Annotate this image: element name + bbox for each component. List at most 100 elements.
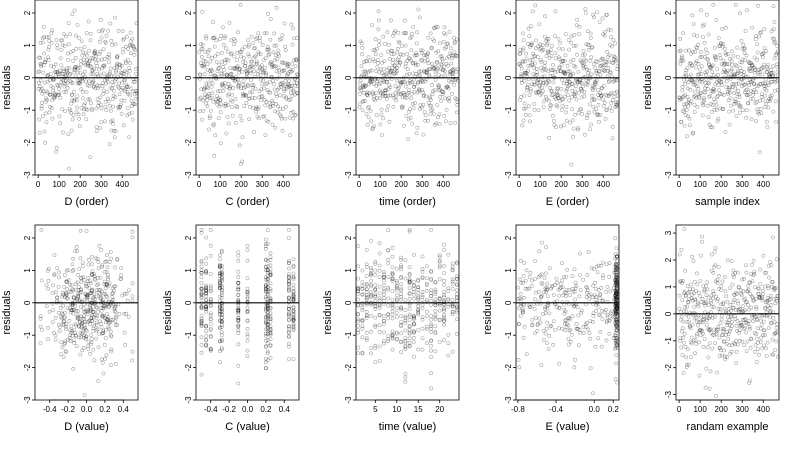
data-point bbox=[223, 101, 228, 106]
data-point bbox=[549, 48, 553, 53]
data-point bbox=[393, 71, 397, 76]
data-point bbox=[59, 63, 64, 68]
data-point bbox=[120, 293, 125, 298]
data-point bbox=[432, 26, 437, 30]
data-point bbox=[80, 260, 85, 265]
data-point bbox=[276, 52, 280, 56]
data-point bbox=[578, 78, 582, 82]
data-point bbox=[755, 50, 760, 55]
data-point bbox=[383, 91, 388, 95]
data-point bbox=[586, 327, 590, 332]
data-point bbox=[430, 107, 435, 112]
data-point bbox=[110, 295, 115, 300]
data-point bbox=[50, 320, 55, 325]
data-point bbox=[39, 88, 43, 93]
data-point bbox=[46, 55, 51, 60]
data-point bbox=[78, 71, 83, 75]
data-point bbox=[692, 80, 697, 85]
data-point bbox=[76, 78, 80, 83]
data-point bbox=[547, 136, 552, 140]
data-point bbox=[107, 260, 112, 264]
data-point bbox=[245, 338, 250, 343]
data-point bbox=[77, 66, 82, 70]
data-point bbox=[264, 307, 268, 311]
data-point bbox=[729, 68, 734, 73]
data-point bbox=[216, 99, 220, 104]
data-point bbox=[82, 317, 86, 321]
data-point bbox=[124, 45, 128, 49]
data-point bbox=[408, 36, 413, 41]
data-point bbox=[442, 64, 446, 69]
data-point bbox=[220, 82, 225, 87]
data-point bbox=[432, 39, 437, 43]
data-point bbox=[73, 249, 78, 254]
data-point bbox=[98, 288, 103, 292]
data-point bbox=[685, 134, 689, 139]
data-point bbox=[103, 305, 108, 310]
data-point bbox=[225, 73, 230, 78]
data-point bbox=[43, 60, 47, 64]
data-point bbox=[210, 36, 215, 41]
x-tick-label: 0.2 bbox=[99, 405, 111, 414]
data-point bbox=[292, 113, 297, 118]
data-point bbox=[376, 58, 380, 62]
data-point bbox=[516, 285, 521, 290]
data-point bbox=[70, 262, 75, 267]
data-point bbox=[609, 91, 614, 96]
data-point bbox=[208, 317, 213, 322]
data-point bbox=[88, 291, 93, 295]
data-point bbox=[55, 295, 60, 300]
data-point bbox=[524, 56, 529, 61]
data-point bbox=[81, 346, 86, 350]
data-point bbox=[219, 313, 224, 317]
data-point bbox=[775, 65, 780, 70]
data-point bbox=[40, 327, 44, 332]
data-point bbox=[709, 89, 714, 93]
y-tick-label: 0 bbox=[504, 300, 513, 305]
data-point bbox=[94, 322, 99, 327]
data-point bbox=[78, 331, 83, 335]
data-point bbox=[455, 54, 459, 58]
data-point bbox=[61, 290, 65, 295]
data-point bbox=[96, 309, 101, 314]
data-point bbox=[245, 290, 250, 294]
data-point bbox=[560, 278, 564, 283]
data-point bbox=[692, 110, 697, 114]
data-point bbox=[213, 73, 217, 78]
data-point bbox=[203, 85, 207, 90]
data-point bbox=[102, 270, 107, 274]
data-point bbox=[111, 298, 116, 302]
data-point bbox=[209, 95, 214, 100]
data-point bbox=[64, 322, 69, 326]
y-tick-label: -1 bbox=[504, 106, 513, 114]
data-point bbox=[268, 90, 273, 95]
data-point bbox=[748, 280, 753, 285]
data-point bbox=[543, 94, 548, 99]
data-point bbox=[105, 55, 110, 59]
data-point bbox=[369, 238, 373, 243]
data-point bbox=[686, 103, 691, 108]
data-point bbox=[106, 315, 111, 320]
data-point bbox=[356, 351, 360, 356]
x-tick-label: 100 bbox=[693, 180, 707, 189]
data-point bbox=[201, 87, 206, 92]
data-point bbox=[50, 116, 55, 121]
data-point bbox=[422, 110, 427, 114]
data-point bbox=[98, 95, 103, 100]
data-point bbox=[125, 34, 129, 39]
data-point bbox=[748, 89, 753, 93]
data-point bbox=[291, 297, 296, 301]
data-point bbox=[450, 264, 455, 269]
data-point bbox=[537, 88, 542, 93]
y-tick-label: -3 bbox=[504, 396, 513, 404]
data-point bbox=[287, 272, 291, 277]
data-point bbox=[614, 104, 619, 109]
data-point bbox=[377, 251, 382, 256]
data-point bbox=[416, 80, 420, 85]
data-point bbox=[604, 92, 608, 97]
data-point bbox=[685, 284, 690, 289]
data-point bbox=[445, 41, 450, 46]
data-point bbox=[428, 31, 433, 36]
data-point bbox=[686, 114, 690, 119]
data-point bbox=[695, 34, 700, 38]
